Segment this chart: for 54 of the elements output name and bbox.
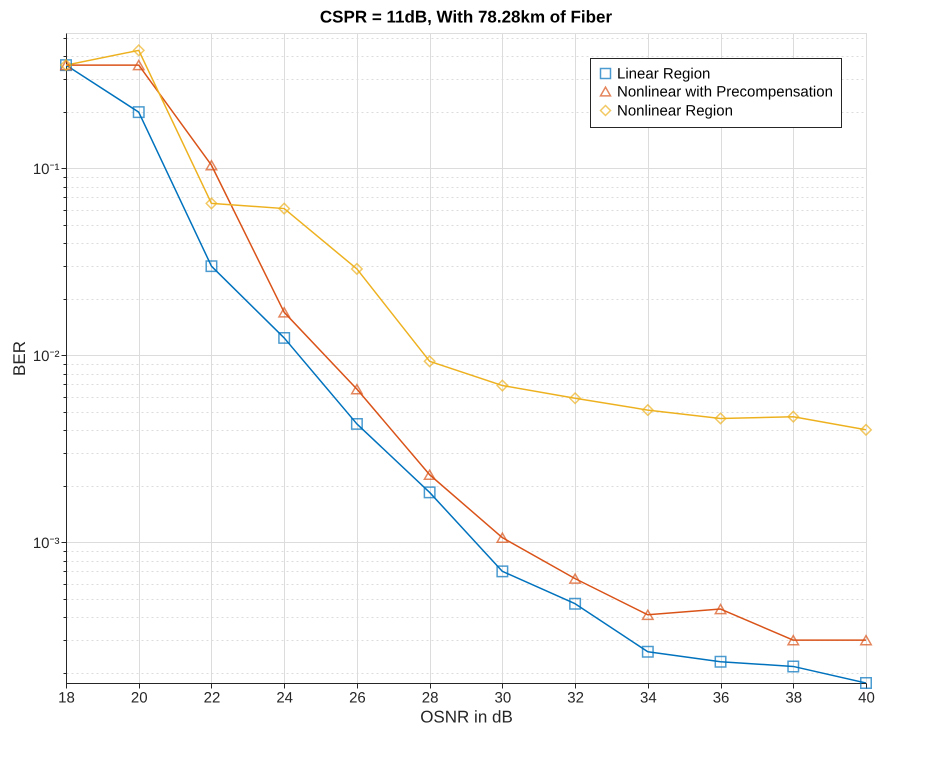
x-tick-label: 18 xyxy=(58,690,75,706)
x-tick-label: 30 xyxy=(494,690,512,706)
legend-label: Nonlinear Region xyxy=(617,102,733,120)
point xyxy=(569,392,582,404)
point xyxy=(132,106,145,118)
point xyxy=(860,677,872,689)
point xyxy=(424,486,436,498)
y-tick-label: 10⁻³ xyxy=(32,534,60,552)
point xyxy=(787,410,800,423)
point xyxy=(642,646,654,658)
point xyxy=(205,260,218,272)
x-tick-label: 36 xyxy=(712,690,730,706)
point xyxy=(496,380,508,392)
y-tick-label: 10⁻¹ xyxy=(32,160,60,178)
chart-title: CSPR = 11dB, With 78.28km of Fiber xyxy=(320,8,612,27)
point xyxy=(424,355,436,368)
point xyxy=(569,573,582,584)
point xyxy=(496,532,508,543)
point xyxy=(860,424,872,436)
point xyxy=(642,609,654,620)
x-tick-label: 40 xyxy=(858,690,875,706)
point xyxy=(278,332,290,344)
point xyxy=(496,565,508,578)
point xyxy=(350,384,363,394)
point xyxy=(278,202,290,215)
x-tick-label: 32 xyxy=(567,690,584,706)
x-tick-label: 34 xyxy=(640,690,657,706)
point xyxy=(787,634,800,646)
point xyxy=(424,469,436,480)
point xyxy=(132,60,145,70)
point xyxy=(205,160,218,171)
point xyxy=(278,307,290,318)
x-tick-label: 28 xyxy=(422,690,438,706)
y-axis-title: BER xyxy=(10,341,29,376)
y-tick-label: 10⁻² xyxy=(32,348,60,365)
x-axis-title: OSNR in dB xyxy=(420,708,513,726)
point xyxy=(205,197,218,210)
x-tick-label: 24 xyxy=(276,690,294,706)
point xyxy=(714,656,727,668)
point xyxy=(350,418,363,430)
point xyxy=(860,634,872,646)
point xyxy=(714,604,727,614)
point xyxy=(132,44,145,56)
legend-label: Linear Region xyxy=(617,66,710,82)
point xyxy=(642,404,654,416)
x-tick-label: 38 xyxy=(785,690,802,706)
x-tick-label: 20 xyxy=(130,690,148,706)
x-tick-label: 22 xyxy=(204,690,220,706)
point xyxy=(787,660,800,672)
point xyxy=(714,412,727,424)
legend-label: Nonlinear with Precompensation xyxy=(617,84,833,100)
point xyxy=(350,262,363,275)
point xyxy=(569,598,582,610)
x-tick-label: 26 xyxy=(349,690,366,706)
